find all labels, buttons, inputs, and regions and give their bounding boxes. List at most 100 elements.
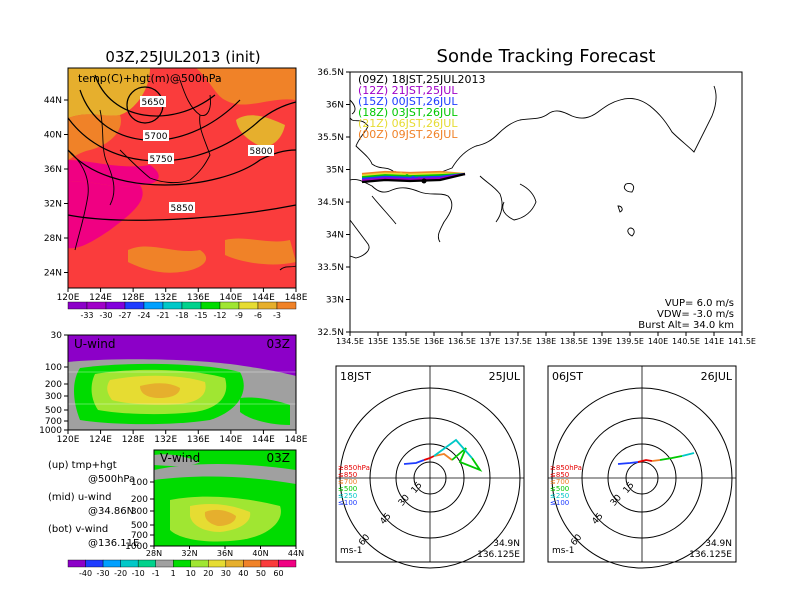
- hodo-lon: 136.125E: [477, 550, 520, 560]
- temp-colorbar: -33 -30 -27 -24 -21 -18 -15 -12 -9 -6 -3: [67, 301, 297, 320]
- v-lat-tick: 36N: [217, 549, 233, 558]
- u-lon-tick: 128E: [122, 435, 145, 445]
- wind-colorbar-swatch: [260, 559, 279, 568]
- hodo-lat: 34.9N: [493, 539, 520, 549]
- burst-param: Burst Alt= 34.0 km: [638, 320, 734, 331]
- hodo-unit: ms-1: [552, 546, 574, 556]
- sonde-track-point: [411, 175, 415, 179]
- temp-colorbar-swatch: [124, 301, 145, 310]
- map-lon-tick: 144E: [252, 293, 275, 303]
- track-lon-tick: 135E: [368, 337, 388, 346]
- map-lon-tick: 140E: [219, 293, 242, 303]
- v-lat-tick: 40N: [252, 549, 268, 558]
- burst-point: [421, 178, 427, 184]
- track-lon-tick: 137.5E: [504, 337, 532, 346]
- hodo-wind-trace: [451, 447, 483, 472]
- track-axis-ticks: 36.5N 36N 35.5N 35N 34.5N 34N 33.5N 33N 32.5N134…: [317, 68, 756, 346]
- temp-colorbar-label: -15: [194, 311, 207, 320]
- hodo-level-legend: ≤250: [338, 492, 357, 500]
- hodo-level-legend: ≤250: [550, 492, 569, 500]
- map-lat-tick: 40N: [44, 131, 62, 141]
- v-wind-label: V-wind: [160, 451, 200, 465]
- hodo-level-legend: ≥850hPa: [338, 464, 370, 472]
- temp-colorbar-label: -30: [99, 311, 112, 320]
- map-lat-tick: 32N: [44, 200, 62, 210]
- u-lon-tick: 144E: [252, 435, 275, 445]
- temp-colorbar-label: -18: [175, 311, 188, 320]
- u-p-tick: 1000: [39, 426, 62, 436]
- u-p-tick: 700: [45, 417, 62, 427]
- v-p-tick: 100: [131, 478, 148, 488]
- hodo-wind-trace: [403, 459, 425, 465]
- track-lat-tick: 35.5N: [317, 133, 344, 143]
- wind-colorbar-swatch: [190, 559, 209, 568]
- wind-colorbar-swatch: [155, 559, 174, 568]
- track-legend-entry: (12Z) 21JST,25JUL: [358, 84, 458, 97]
- track-legend-entry: (09Z) 18JST,25JUL2013: [358, 73, 485, 86]
- temp-colorbar-label: -24: [137, 311, 150, 320]
- track-lat-tick: 36.5N: [317, 68, 344, 78]
- wind-colorbar-swatch: [278, 559, 297, 568]
- hodo-level-legend: ≥850hPa: [550, 464, 582, 472]
- track-lat-tick: 36N: [326, 101, 344, 111]
- hodo-wind-trace: [433, 438, 473, 459]
- sonde-tracks: [361, 170, 466, 184]
- track-lon-tick: 139.5E: [616, 337, 644, 346]
- temp-colorbar-swatch: [181, 301, 202, 310]
- wind-colorbar-swatch: [173, 559, 191, 568]
- contour-label: 5800: [250, 147, 273, 157]
- track-lon-tick: 137E: [480, 337, 500, 346]
- v-wind-time: 03Z: [267, 451, 291, 465]
- track-lon-tick: 136E: [424, 337, 444, 346]
- v-p-tick: 1000: [125, 542, 148, 552]
- map-lon-tick: 128E: [122, 293, 145, 303]
- temp-colorbar-label: -12: [213, 311, 226, 320]
- v-p-tick: 200: [131, 495, 148, 505]
- temp-map: [67, 67, 297, 289]
- note-mid-1: (mid) u-wind: [48, 492, 111, 503]
- note-up-1: (up) tmp+hgt: [48, 460, 117, 471]
- contour-label: 5700: [145, 132, 168, 142]
- hodo-level-legend: ≤850: [338, 471, 357, 479]
- hodo-lat: 34.9N: [705, 539, 732, 549]
- temp-colorbar-label: -21: [156, 311, 169, 320]
- hodo-level-legend: ≤500: [338, 485, 357, 493]
- track-lat-tick: 33.5N: [317, 263, 344, 273]
- track-legend-entry: (21Z) 06JST,26JUL: [358, 117, 458, 130]
- temp-colorbar-swatch: [86, 301, 107, 310]
- track-title: Sonde Tracking Forecast: [437, 46, 656, 67]
- v-p-tick: 300: [131, 507, 148, 517]
- temp-colorbar-label: -27: [118, 311, 131, 320]
- wind-colorbar: -40 -30 -20 -10 -1 1 10 20 30 40 50 60: [67, 559, 297, 578]
- hodo-wind-trace: [637, 459, 653, 463]
- hodo-time: 18JST: [340, 370, 371, 383]
- wind-colorbar-swatch: [208, 559, 227, 568]
- map-lat-tick: 44N: [44, 96, 62, 106]
- wind-colorbar-label: 20: [203, 569, 213, 578]
- temp-colorbar-label: -9: [235, 311, 243, 320]
- map-lon-tick: 124E: [89, 293, 112, 303]
- map-lat-tick: 28N: [44, 234, 62, 244]
- temp-colorbar-swatch: [238, 301, 259, 310]
- wind-colorbar-label: 10: [186, 569, 196, 578]
- map-lat-tick: 36N: [44, 165, 62, 175]
- map-lon-tick: 132E: [154, 293, 177, 303]
- wind-colorbar-swatch: [225, 559, 244, 568]
- hodo-wind-trace: [617, 461, 639, 465]
- u-lon-tick: 148E: [285, 435, 308, 445]
- v-lat-tick: 44N: [288, 549, 304, 558]
- map-title: 03Z,25JUL2013 (init): [105, 48, 260, 66]
- hodo-wind-trace: [659, 455, 683, 461]
- u-p-tick: 500: [45, 406, 62, 416]
- flight-params: VUP= 6.0 m/s VDW= -3.0 m/s Burst Alt= 34…: [638, 298, 734, 331]
- map-lon-tick: 148E: [285, 293, 308, 303]
- contour-label: 5850: [171, 204, 194, 214]
- track-lat-tick: 32.5N: [317, 328, 344, 338]
- v-lat-tick: 28N: [146, 549, 162, 558]
- temp-colorbar-label: -3: [273, 311, 281, 320]
- hodo-level-legend: ≤100: [550, 499, 569, 507]
- wind-colorbar-swatch: [137, 559, 156, 568]
- wind-colorbar-label: -1: [152, 569, 160, 578]
